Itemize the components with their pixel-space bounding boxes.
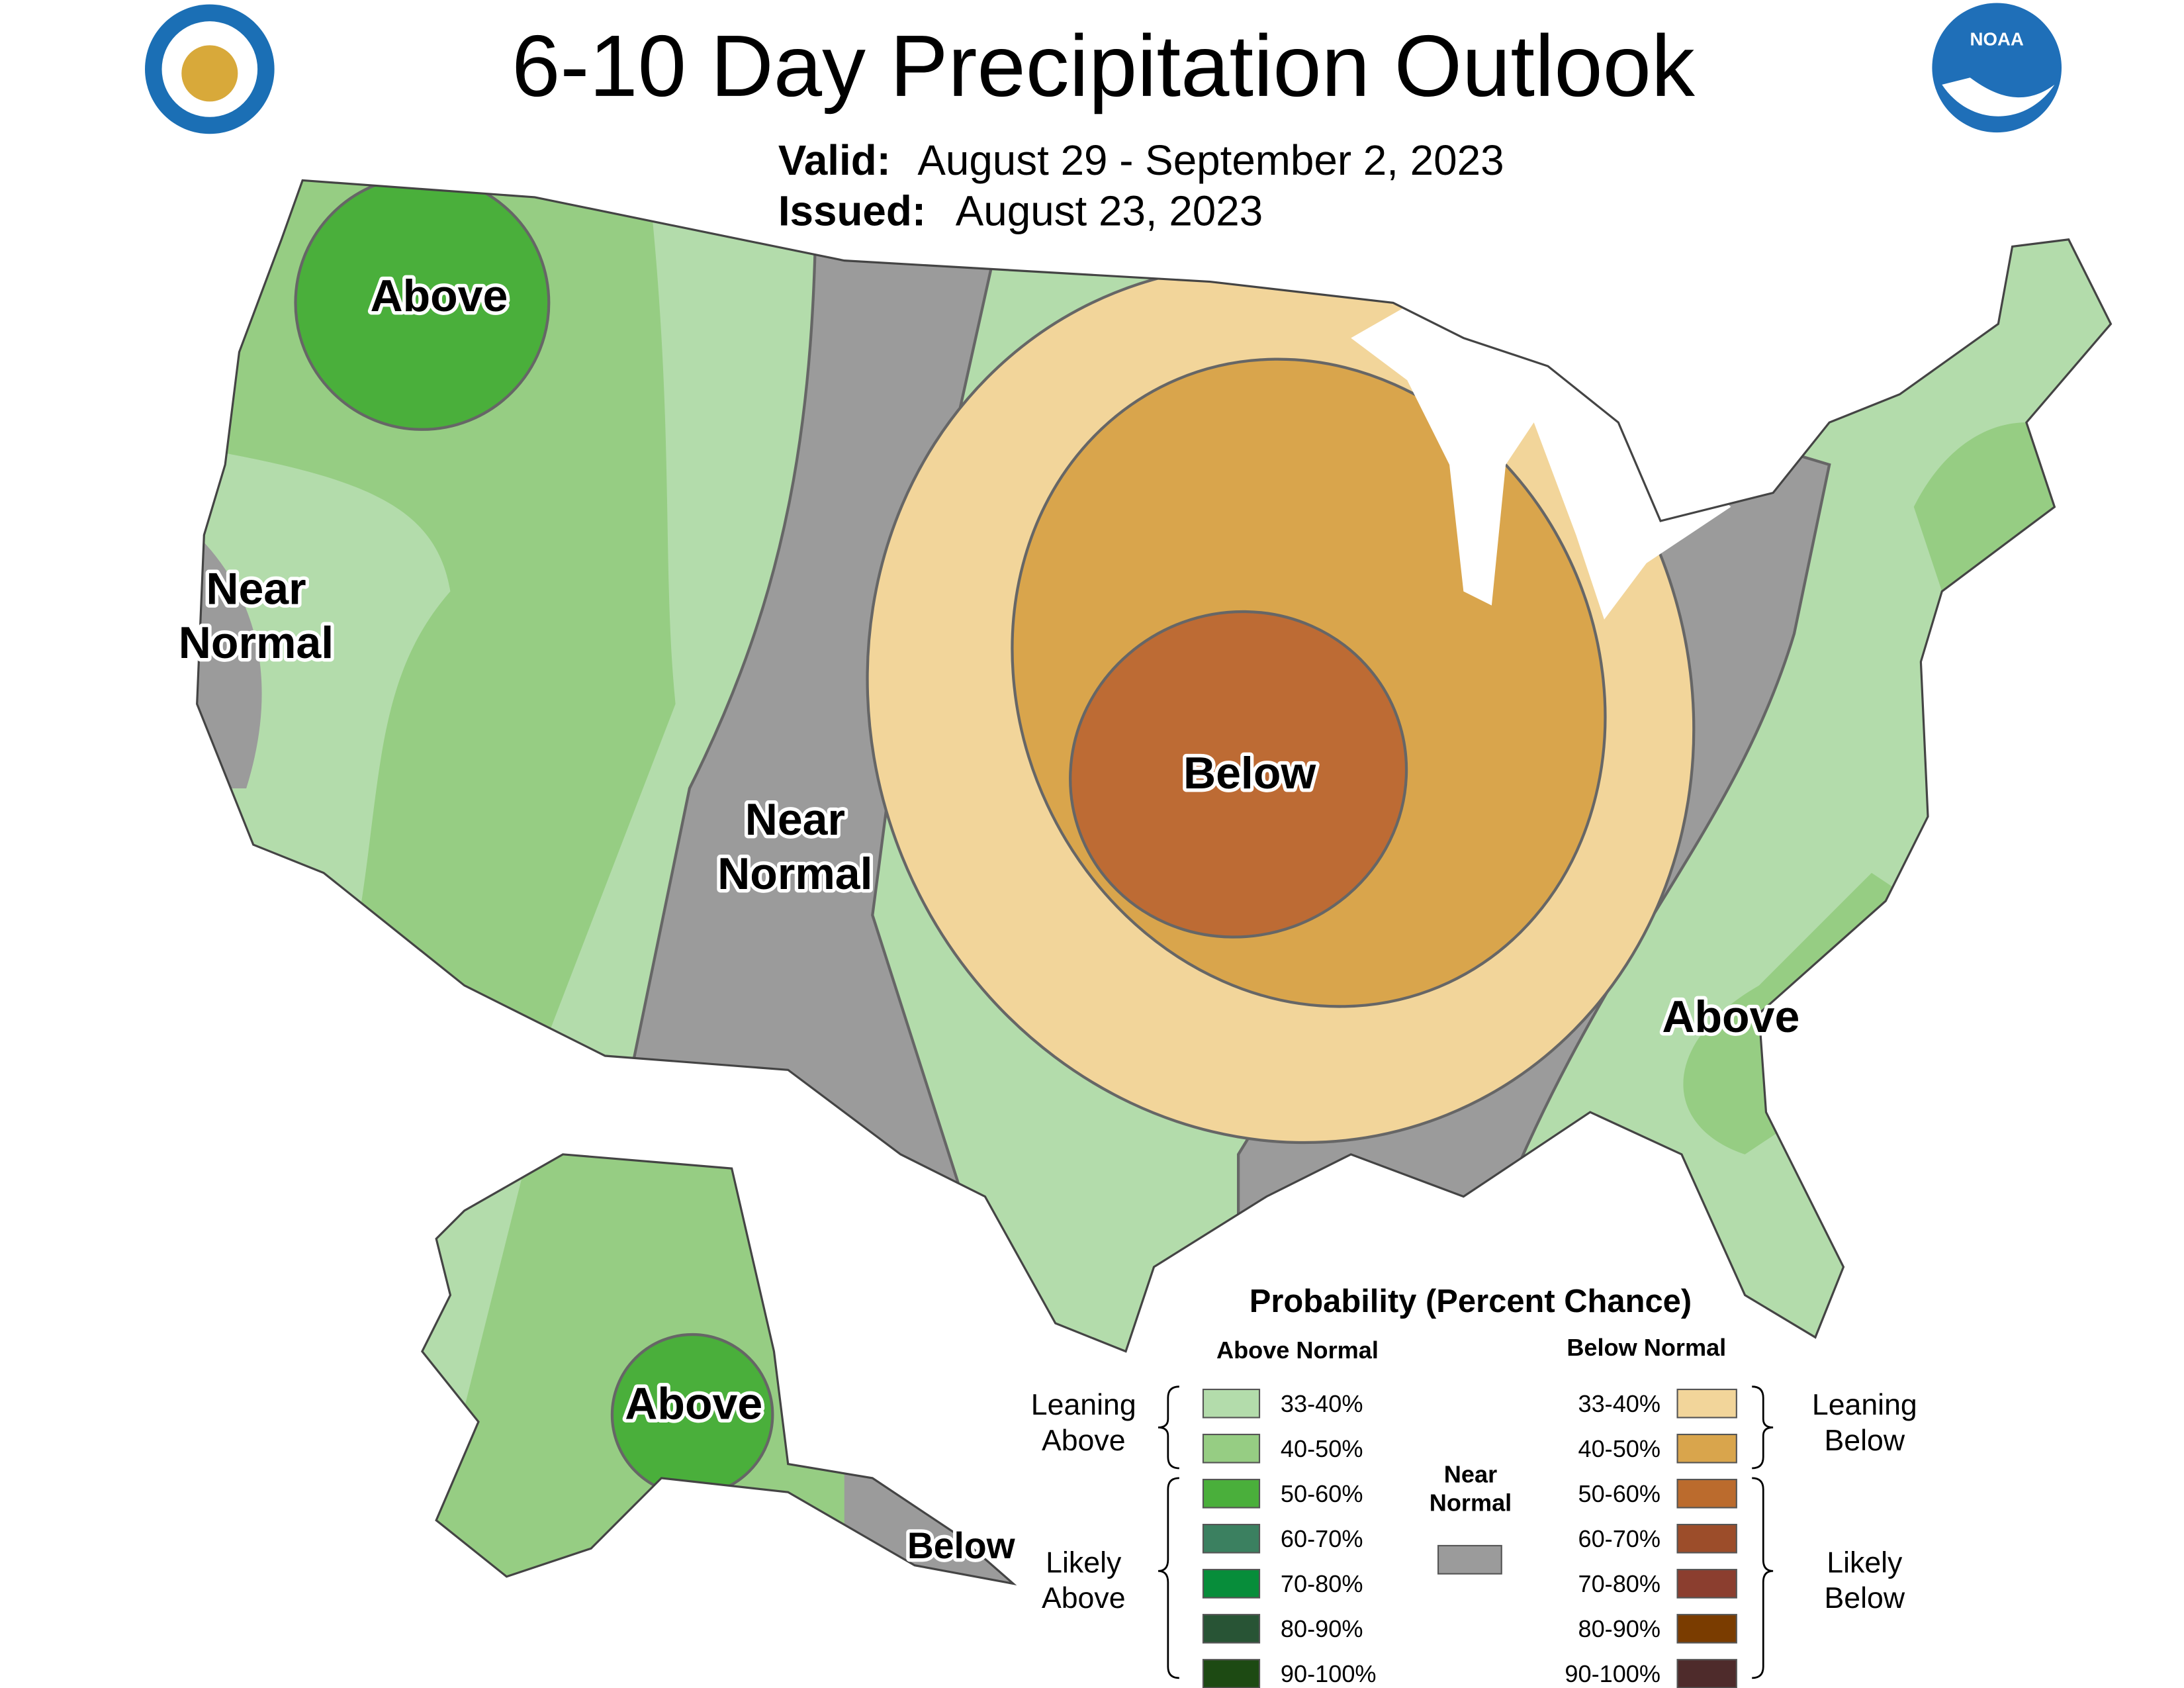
legend-label: 90-100% xyxy=(1565,1660,1661,1687)
legend-label: 50-60% xyxy=(1578,1480,1661,1507)
legend-label: 40-50% xyxy=(1578,1435,1661,1462)
brace xyxy=(1158,1477,1179,1679)
region-label: Above xyxy=(625,1379,762,1429)
legend-group-label: Leaning Below xyxy=(1812,1389,1917,1457)
legend-title: Probability (Percent Chance) xyxy=(1250,1284,1692,1319)
valid-label: Valid: xyxy=(778,136,891,184)
legend-swatch xyxy=(1202,1523,1261,1554)
doc-seal xyxy=(145,4,275,134)
legend-group-label: Leaning Above xyxy=(1031,1389,1136,1457)
legend-swatch xyxy=(1202,1478,1261,1509)
region-label: Below xyxy=(907,1525,1016,1566)
legend-swatch xyxy=(1676,1523,1737,1554)
legend-swatch xyxy=(1202,1659,1261,1688)
legend-near-normal: Near Normal xyxy=(1430,1460,1512,1516)
legend-swatch xyxy=(1202,1614,1261,1644)
title: 6-10 Day Precipitation Outlook xyxy=(512,17,1696,115)
issued-label: Issued: xyxy=(778,187,926,234)
legend-swatch xyxy=(1676,1388,1737,1419)
legend-swatch xyxy=(1437,1544,1502,1575)
alaska-outline xyxy=(421,1153,1017,1585)
legend-swatch xyxy=(1676,1433,1737,1464)
legend: Probability (Percent Chance) Above Norma… xyxy=(1031,1284,1917,1688)
valid-dates: August 29 - September 2, 2023 xyxy=(917,136,1504,184)
legend-label: 80-90% xyxy=(1281,1615,1363,1642)
legend-group-label: Likely Below xyxy=(1825,1546,1905,1615)
legend-label: 90-100% xyxy=(1281,1660,1377,1687)
conus-map xyxy=(197,180,2111,1352)
issued-date: August 23, 2023 xyxy=(956,187,1263,234)
legend-label: 50-60% xyxy=(1281,1480,1363,1507)
region-label: Below xyxy=(1183,748,1316,798)
region-label: Above xyxy=(370,271,508,321)
legend-group-label: Likely Above xyxy=(1042,1546,1126,1615)
legend-label: 40-50% xyxy=(1281,1435,1363,1462)
legend-swatch xyxy=(1676,1478,1737,1509)
legend-swatch xyxy=(1202,1388,1261,1419)
legend-swatch xyxy=(1676,1614,1737,1644)
conus-outline xyxy=(196,179,2113,1353)
legend-label: 60-70% xyxy=(1578,1525,1661,1552)
brace xyxy=(1752,1385,1774,1470)
legend-swatch xyxy=(1202,1433,1261,1464)
brace xyxy=(1752,1477,1774,1679)
legend-label: 80-90% xyxy=(1578,1615,1661,1642)
noaa-text: NOAA xyxy=(1970,28,2024,49)
legend-label: 33-40% xyxy=(1578,1390,1661,1417)
legend-heading: Below Normal xyxy=(1567,1334,1726,1361)
legend-swatch xyxy=(1676,1659,1737,1688)
legend-label: 70-80% xyxy=(1281,1570,1363,1597)
region-label: Near Normal xyxy=(179,563,334,668)
legend-label: 60-70% xyxy=(1281,1525,1363,1552)
legend-heading: Above Normal xyxy=(1216,1336,1379,1364)
noaa-logo: NOAA xyxy=(1932,3,2062,133)
legend-label: 33-40% xyxy=(1281,1390,1363,1417)
legend-swatch xyxy=(1676,1569,1737,1599)
legend-label: 70-80% xyxy=(1578,1570,1661,1597)
brace xyxy=(1158,1385,1179,1470)
legend-swatch xyxy=(1202,1569,1261,1599)
region-label: Above xyxy=(1662,992,1799,1042)
region-label: Near Normal xyxy=(717,794,872,899)
